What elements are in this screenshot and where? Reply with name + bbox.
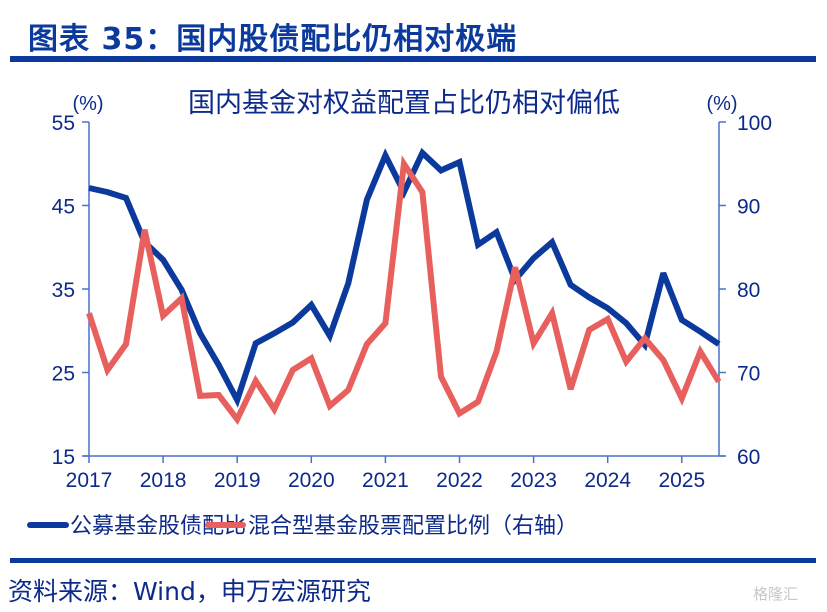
- series-fund-stock-bond-ratio: [88, 147, 721, 408]
- axes: 15 25 35 45 55 60 70 80 90 100 2017 2018 2019 2020 202…: [52, 112, 772, 492]
- chart-title: 国内基金对权益配置占比仍相对偏低: [188, 88, 620, 119]
- left-tick-label: 15: [52, 446, 75, 469]
- x-tick-label: 2024: [584, 469, 631, 492]
- x-tick-label: 2022: [436, 469, 483, 492]
- legend: 公募基金股债配比 混合型基金股票配置比例（右轴）: [27, 514, 578, 539]
- x-tick-label: 2023: [510, 469, 557, 492]
- x-tick-label: 2025: [658, 469, 705, 492]
- x-tick-label: 2019: [214, 469, 261, 492]
- source-note: 资料来源：Wind，申万宏源研究: [8, 577, 371, 606]
- x-tick-label: 2020: [288, 469, 335, 492]
- left-axis-unit: (%): [72, 93, 103, 115]
- series-layer: [86, 147, 722, 426]
- x-tick-label: 2018: [140, 469, 187, 492]
- left-tick-label: 25: [52, 363, 75, 386]
- left-tick-label: 45: [52, 196, 75, 219]
- x-tick-label: 2021: [362, 469, 409, 492]
- right-tick-label: 60: [737, 446, 760, 469]
- series-mixed-fund-equity-ratio: [86, 155, 722, 426]
- legend-label-mixed-fund: 混合型基金股票配置比例（右轴）: [248, 514, 578, 539]
- right-tick-label: 100: [737, 112, 772, 135]
- figure-title: 图表 35：国内股债配比仍相对极端: [28, 22, 518, 57]
- right-tick-label: 90: [737, 196, 760, 219]
- right-tick-label: 70: [737, 363, 760, 386]
- x-tick-label: 2017: [66, 469, 113, 492]
- watermark: 格隆汇: [753, 585, 799, 603]
- left-tick-label: 35: [52, 279, 75, 302]
- left-tick-label: 55: [52, 112, 75, 135]
- right-tick-label: 80: [737, 279, 760, 302]
- title-divider: [10, 56, 816, 62]
- right-axis-unit: (%): [706, 93, 737, 115]
- source-divider: [10, 558, 816, 563]
